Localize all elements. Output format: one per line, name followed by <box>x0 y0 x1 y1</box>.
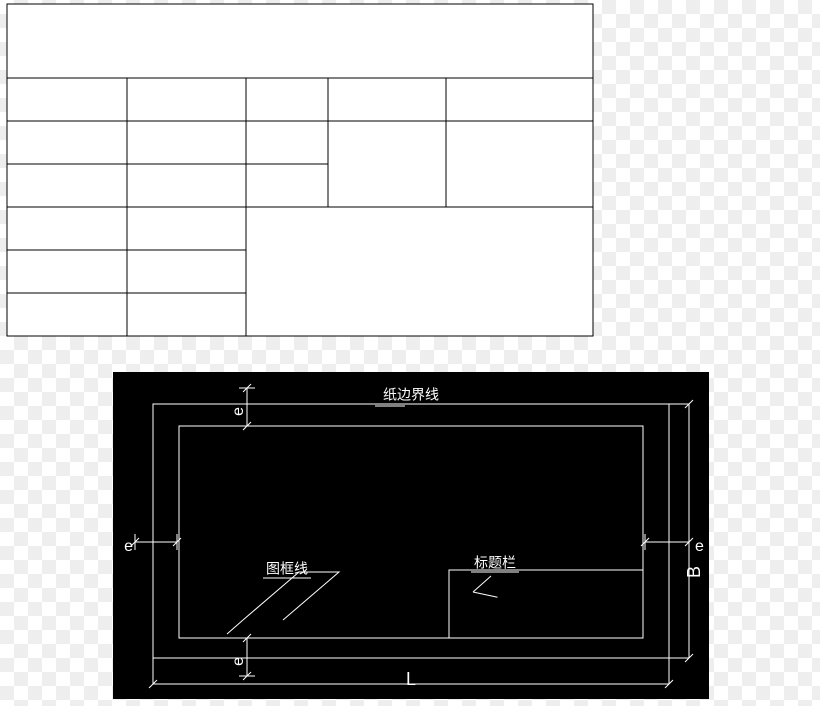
svg-text:e: e <box>230 657 247 666</box>
canvas-root: 纸边界线图框线 标题栏 L Be e e e <box>0 0 820 706</box>
svg-text:B: B <box>684 566 704 578</box>
svg-text:e: e <box>695 538 704 555</box>
svg-text:图框线: 图框线 <box>266 561 308 577</box>
cad-panel: 纸边界线图框线 标题栏 L Be e e e <box>113 372 709 699</box>
svg-text:e: e <box>124 538 133 555</box>
svg-text:纸边界线: 纸边界线 <box>383 387 439 403</box>
svg-text:标题栏: 标题栏 <box>474 555 516 571</box>
svg-text:e: e <box>230 407 247 416</box>
svg-text:L: L <box>406 669 416 689</box>
drawing-svg: 纸边界线图框线 标题栏 L Be e e e <box>0 0 820 706</box>
empty-table <box>7 4 593 336</box>
